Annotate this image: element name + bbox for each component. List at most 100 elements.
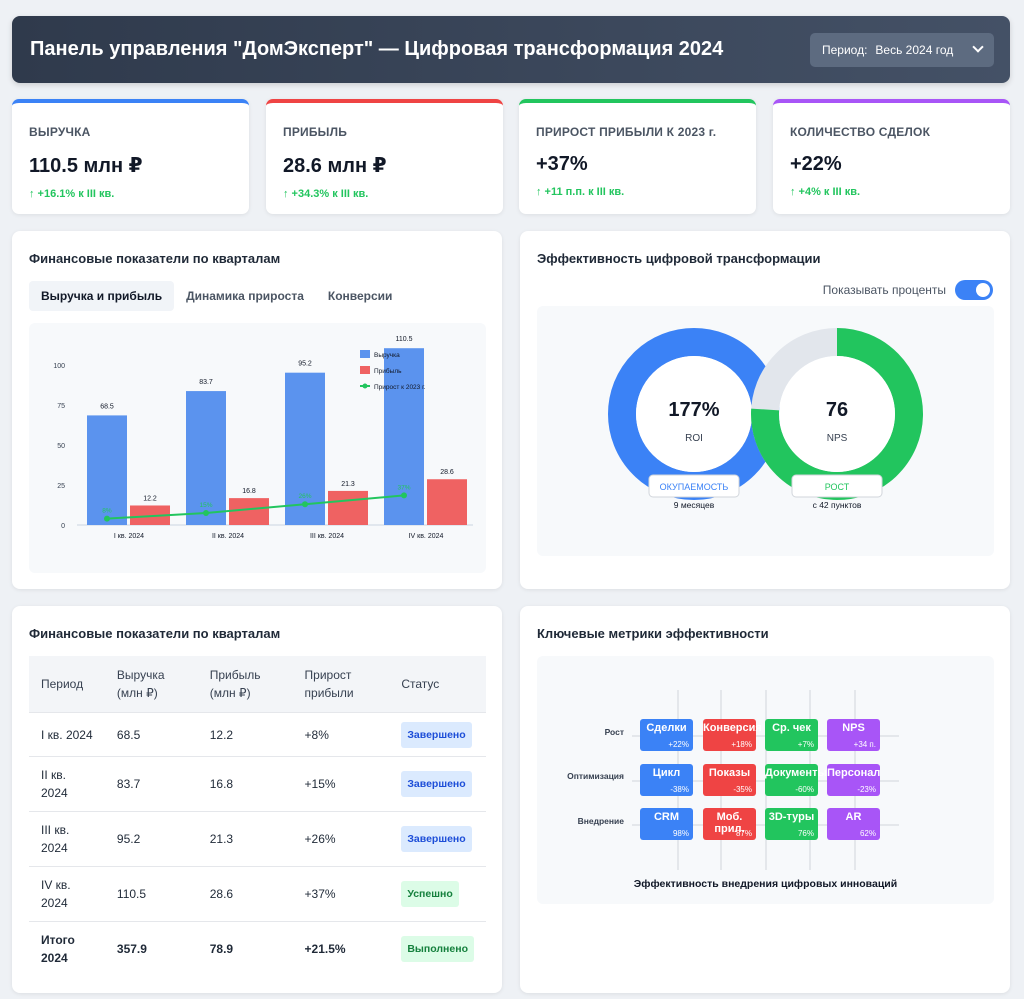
status-badge: Завершено [401,771,471,797]
kpi-card-deals: КОЛИЧЕСТВО СДЕЛОК +22% ↑ +4% к III кв. [773,99,1010,214]
growth-point [302,501,308,507]
period-select[interactable]: Период: Весь 2024 год [810,33,994,67]
roi-note: 9 месяцев [674,500,715,510]
table-row: III кв. 2024 95.2 21.3 +26% Завершено [29,812,486,867]
legend-label: Прибыль [374,367,402,375]
roi-label: ROI [685,433,703,444]
metric-cell: Моб. прил. 87% [703,808,756,840]
growth-point [401,492,407,498]
metric-label: Конверсия [703,722,762,734]
metric-cell: Персонал -23% [827,764,880,796]
card-title: Финансовые показатели по кварталам [29,626,280,641]
row-label: Рост [544,727,624,737]
x-tick-label: III кв. 2024 [310,533,344,540]
period-label: Период: [822,43,867,57]
kpi-delta: ↑ +11 п.п. к III кв. [536,186,739,198]
cell-period: II кв. 2024 [29,757,105,812]
metric-value: -35% [733,785,752,794]
profit-data-label: 12.2 [143,495,157,502]
cell-growth: +8% [293,713,390,757]
metric-value: 62% [860,829,876,838]
y-tick-label: 0 [61,523,65,530]
donut-charts: 177% ROI ОКУПАЕМОСТЬ 9 месяцев 76 NPS РОСТ с 42… [537,306,994,556]
kpi-label: КОЛИЧЕСТВО СДЕЛОК [790,125,993,139]
cell-growth: +15% [293,757,390,812]
table-total-row: Итого 2024 357.9 78.9 +21.5% Выполнено [29,922,486,977]
metric-cell: Сделки +22% [640,719,693,751]
metric-label: NPS [842,722,865,734]
y-tick-label: 25 [57,483,65,490]
metric-value: -60% [795,785,814,794]
growth-data-label: 26% [298,493,311,500]
financial-chart-card: Финансовые показатели по кварталам Выруч… [12,231,502,589]
kpi-value: 110.5 млн ₽ [29,153,232,178]
kpi-card-growth: ПРИРОСТ ПРИБЫЛИ К 2023 г. +37% ↑ +11 п.п… [519,99,756,214]
kpi-label: ПРИРОСТ ПРИБЫЛИ К 2023 г. [536,125,739,139]
kpi-delta: ↑ +16.1% к III кв. [29,188,232,200]
metric-value: 98% [673,829,689,838]
col-revenue: Выручка (млн ₽) [105,656,198,713]
metric-label: Сделки [646,722,686,734]
toggle-label: Показывать проценты [823,283,946,297]
metric-cell: Ср. чек +7% [765,719,818,751]
metric-cell: Показы -35% [703,764,756,796]
metric-label: Ср. чек [772,722,811,734]
legend-label: Прирост к 2023 г. [374,384,426,391]
percent-toggle[interactable] [955,280,993,300]
metric-value: -23% [857,785,876,794]
kpi-delta: ↑ +4% к III кв. [790,186,993,198]
cell-profit: 78.9 [198,922,293,977]
status-badge: Выполнено [401,936,474,962]
col-period: Период [29,656,105,713]
col-profit: Прибыль (млн ₽) [198,656,293,713]
profit-data-label: 28.6 [440,469,454,476]
metric-label: CRM [654,811,679,823]
metric-value: +34 п. [854,740,876,749]
metric-value: -38% [670,785,689,794]
revenue-data-label: 95.2 [298,361,312,368]
kpi-label: ВЫРУЧКА [29,125,232,139]
efficiency-card: Эффективность цифровой трансформации Пок… [520,231,1010,589]
cell-revenue: 83.7 [105,757,198,812]
metric-label: Показы [709,767,750,779]
metrics-card: Ключевые метрики эффективности Рост Опти… [520,606,1010,993]
metric-value: 87% [736,829,752,838]
metric-label: Цикл [653,767,680,779]
card-title: Эффективность цифровой трансформации [537,251,821,266]
chart-tabs: Выручка и прибыль Динамика прироста Конв… [29,281,404,311]
revenue-data-label: 110.5 [396,336,413,343]
metric-cell: Цикл -38% [640,764,693,796]
nps-value: 76 [826,399,848,421]
metric-cell: AR 62% [827,808,880,840]
financial-table-card: Финансовые показатели по кварталам Перио… [12,606,502,993]
table-row: I кв. 2024 68.5 12.2 +8% Завершено [29,713,486,757]
matrix-caption: Эффективность внедрения цифровых инновац… [537,878,994,890]
roi-value: 177% [668,399,719,421]
nps-note: с 42 пунктов [813,500,862,510]
profit-data-label: 21.3 [341,481,355,488]
y-tick-label: 75 [57,403,65,410]
metric-value: +18% [731,740,752,749]
revenue-data-label: 68.5 [100,403,114,410]
tab-revenue-profit[interactable]: Выручка и прибыль [29,281,174,311]
table-row: II кв. 2024 83.7 16.8 +15% Завершено [29,757,486,812]
status-badge: Завершено [401,722,471,748]
cell-profit: 16.8 [198,757,293,812]
kpi-label: ПРИБЫЛЬ [283,125,486,139]
cell-revenue: 95.2 [105,812,198,867]
growth-point [104,516,110,522]
legend-marker-growth [363,384,368,389]
nps-badge-text: РОСТ [825,482,850,492]
y-tick-label: 50 [57,443,65,450]
cell-period: III кв. 2024 [29,812,105,867]
kpi-value: +22% [790,153,993,176]
metric-label: Персонал [827,767,880,779]
metric-cell: Документы -60% [765,764,818,796]
metric-value: +22% [668,740,689,749]
tab-growth-dynamics[interactable]: Динамика прироста [174,281,316,311]
profit-bar [427,479,467,525]
cell-period: IV кв. 2024 [29,867,105,922]
metric-label: AR [846,811,862,823]
legend-swatch-profit [360,366,370,374]
tab-conversions[interactable]: Конверсии [316,281,405,311]
